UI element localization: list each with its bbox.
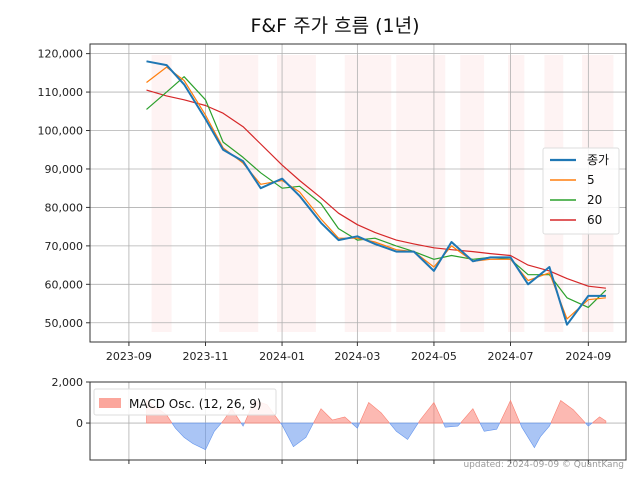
x-tick-label: 2024-03 bbox=[334, 350, 380, 363]
y-tick-label: 110,000 bbox=[38, 86, 84, 99]
macd-area-negative bbox=[350, 422, 361, 429]
shaded-bands bbox=[151, 55, 614, 332]
legend-label: 종가 bbox=[587, 153, 609, 167]
x-tick-label: 2024-09 bbox=[565, 350, 611, 363]
main-grid bbox=[90, 44, 626, 342]
shaded-band bbox=[219, 55, 259, 332]
macd-area-negative bbox=[584, 422, 593, 427]
macd-legend: MACD Osc. (12, 26, 9) bbox=[93, 388, 277, 416]
legend-label: 5 bbox=[587, 173, 595, 187]
x-tick-label: 2023-11 bbox=[183, 350, 229, 363]
macd-x-ticks bbox=[128, 460, 589, 464]
x-tick-label: 2024-07 bbox=[488, 350, 534, 363]
macd-area-negative bbox=[388, 422, 419, 440]
macd-area-negative bbox=[519, 422, 552, 449]
macd-y-ticks: 2,000 0 bbox=[52, 376, 90, 430]
series-line-0 bbox=[146, 60, 606, 326]
legend-items: 종가 5 20 60 bbox=[550, 153, 609, 227]
legend-box bbox=[542, 147, 620, 235]
macd-area-negative bbox=[479, 422, 501, 432]
macd-area-positive bbox=[499, 399, 521, 424]
y-tick-label: 80,000 bbox=[45, 201, 84, 214]
macd-area-negative bbox=[442, 422, 462, 428]
macd-area-positive bbox=[359, 402, 391, 424]
main-series-lines bbox=[146, 60, 607, 326]
main-y-ticks: 50,000 60,000 70,000 80,000 90,000 100,000 110… bbox=[38, 48, 90, 330]
series-line-3 bbox=[146, 89, 606, 289]
y-tick-label: 100,000 bbox=[38, 125, 84, 138]
x-tick-label: 2023-09 bbox=[106, 350, 152, 363]
macd-areas bbox=[146, 399, 607, 451]
macd-y-tick-label: 0 bbox=[76, 417, 83, 430]
x-tick-label: 2024-05 bbox=[411, 350, 457, 363]
macd-area-negative bbox=[279, 422, 314, 448]
macd-area-positive bbox=[459, 408, 481, 424]
y-tick-label: 60,000 bbox=[45, 278, 84, 291]
macd-legend-label: MACD Osc. (12, 26, 9) bbox=[129, 397, 262, 411]
y-tick-label: 70,000 bbox=[45, 240, 84, 253]
legend: 종가 5 20 60 bbox=[542, 147, 620, 235]
macd-legend-box bbox=[93, 388, 277, 416]
macd-plot-frame bbox=[89, 381, 627, 461]
main-plot: 50,000 60,000 70,000 80,000 90,000 100,000 110… bbox=[38, 43, 627, 363]
macd-area-negative bbox=[171, 422, 222, 451]
main-plot-frame bbox=[89, 43, 627, 343]
y-tick-label: 50,000 bbox=[45, 317, 84, 330]
shaded-band bbox=[344, 55, 392, 332]
macd-area-positive bbox=[417, 401, 444, 424]
macd-legend-swatch bbox=[99, 398, 121, 408]
legend-label: 60 bbox=[587, 213, 602, 227]
macd-area-positive bbox=[591, 416, 607, 424]
y-tick-label: 120,000 bbox=[38, 48, 84, 61]
macd-area-negative bbox=[240, 422, 245, 427]
macd-area-positive bbox=[550, 400, 587, 424]
shaded-band bbox=[396, 55, 446, 332]
shaded-band bbox=[460, 55, 485, 332]
macd-area-positive bbox=[312, 408, 353, 424]
footer-credit: updated: 2024-09-09 © QuantKang bbox=[463, 460, 624, 470]
shaded-band bbox=[508, 55, 525, 332]
y-tick-label: 90,000 bbox=[45, 163, 84, 176]
series-line-2 bbox=[146, 76, 607, 308]
shaded-band bbox=[151, 55, 172, 332]
macd-y-tick-label: 2,000 bbox=[52, 376, 84, 389]
x-tick-label: 2024-01 bbox=[259, 350, 305, 363]
macd-plot: 2,000 0 MACD Osc. (12, 26, 9) bbox=[52, 376, 627, 464]
chart-title: F&F 주가 흐름 (1년) bbox=[250, 15, 419, 37]
legend-label: 20 bbox=[587, 193, 602, 207]
main-x-ticks: 2023-09 2023-11 2024-01 2024-03 2024-05 2024-… bbox=[106, 342, 611, 363]
